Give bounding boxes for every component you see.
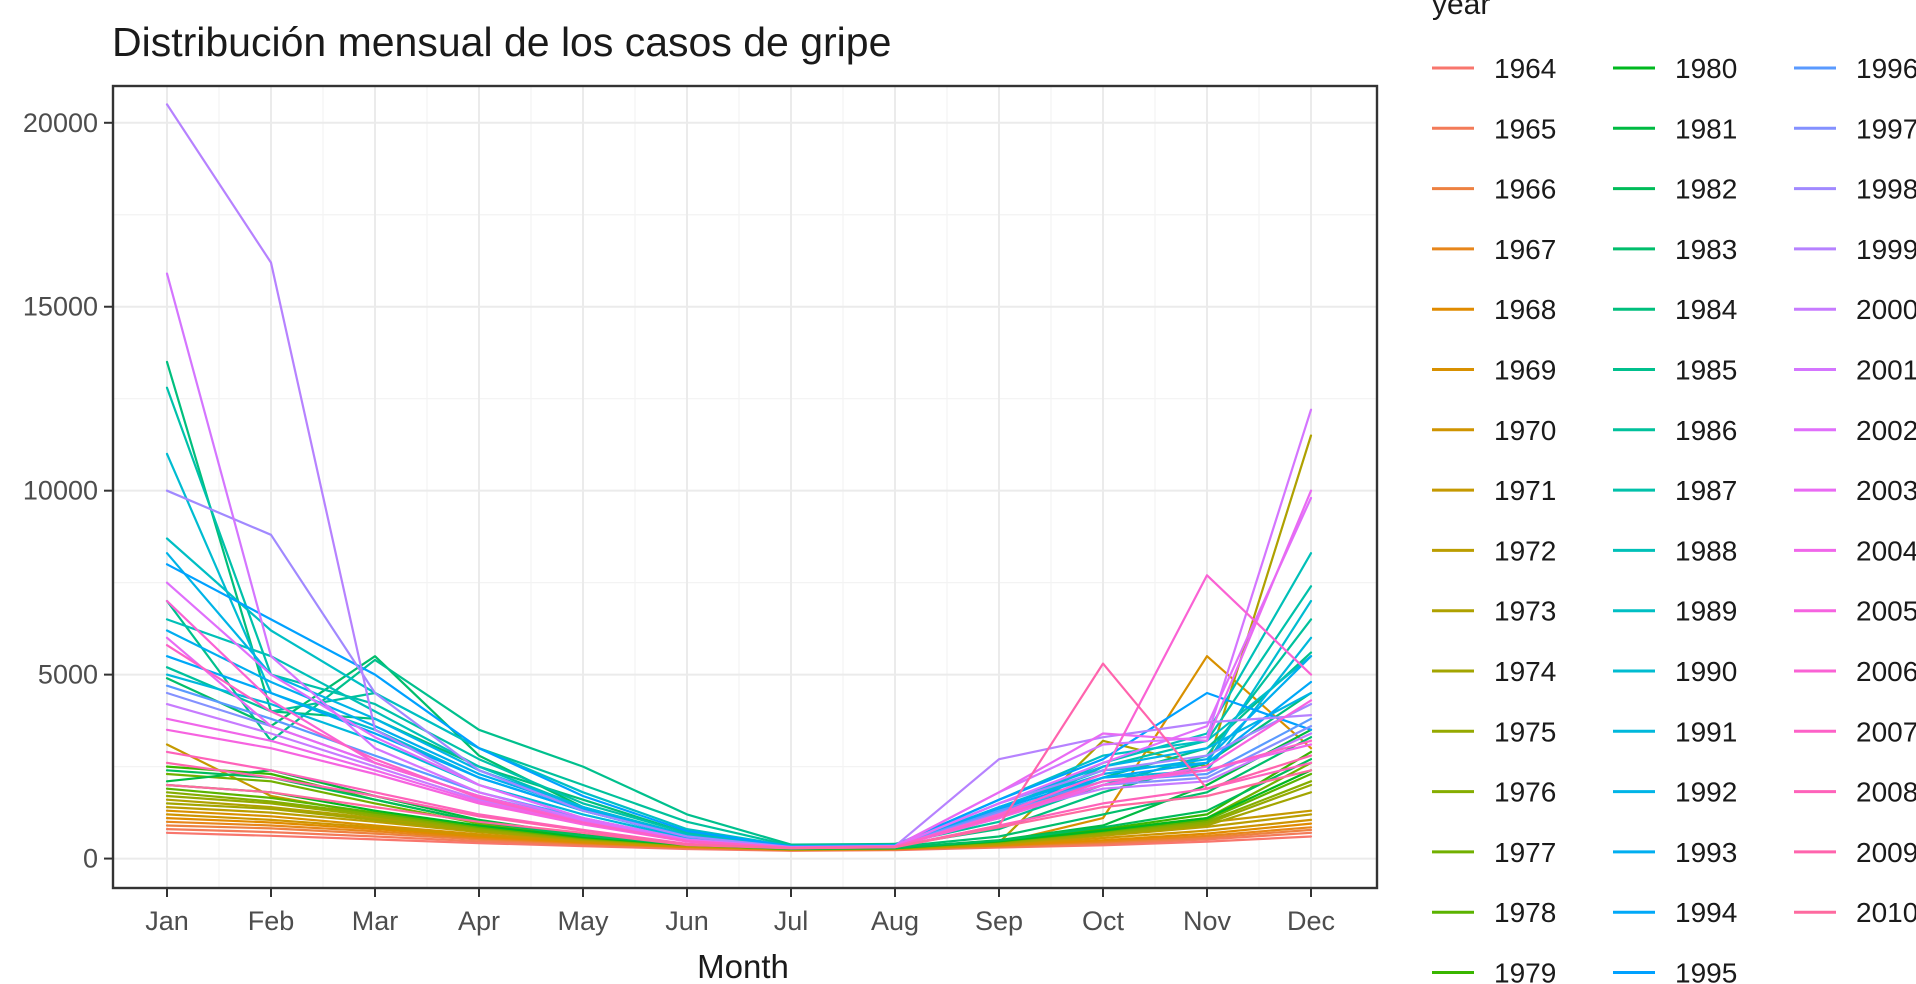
x-tick-label: Oct [1082,906,1125,936]
legend-label-2010: 2010 [1856,897,1916,928]
x-tick-label: Jun [665,906,709,936]
x-tick-label: Aug [871,906,919,936]
series-line-2007 [165,644,1313,849]
legend-label-1966: 1966 [1494,174,1556,205]
x-tick-label: Mar [352,906,399,936]
legend: 1964 1965 1966 1967 1968 1969 1970 1971 1972 1973… [1432,53,1916,984]
legend-label-2001: 2001 [1856,355,1916,386]
chart-title: Distribución mensual de los casos de gri… [112,19,891,65]
y-tick-label: 20000 [23,108,98,138]
legend-label-1998: 1998 [1856,174,1916,205]
x-tick-label: Jul [774,906,809,936]
legend-label-1967: 1967 [1494,234,1556,265]
legend-label-1974: 1974 [1494,656,1556,687]
legend-label-1971: 1971 [1494,475,1556,506]
legend-label-1991: 1991 [1675,716,1737,747]
x-tick-label: May [557,906,609,936]
y-tick-label: 15000 [23,292,98,322]
y-tick-labels: 0 5000 10000 15000 20000 [23,108,98,874]
legend-label-2003: 2003 [1856,475,1916,506]
x-axis-title: Month [697,948,789,984]
legend-label-2000: 2000 [1856,294,1916,325]
legend-label-1972: 1972 [1494,535,1556,566]
legend-label-2007: 2007 [1856,716,1916,747]
legend-label-1996: 1996 [1856,53,1916,84]
legend-label-1970: 1970 [1494,415,1556,446]
legend-label-1987: 1987 [1675,475,1737,506]
series-line-1998 [165,489,1313,849]
legend-label-1993: 1993 [1675,837,1737,868]
x-tick-label: Apr [458,906,500,936]
legend-label-1975: 1975 [1494,716,1556,747]
legend-label-2009: 2009 [1856,837,1916,868]
legend-label-1990: 1990 [1675,656,1737,687]
y-tick-label: 10000 [23,476,98,506]
y-tick-label: 0 [83,844,98,874]
legend-label-1988: 1988 [1675,535,1737,566]
legend-label-1969: 1969 [1494,355,1556,386]
legend-label-1978: 1978 [1494,897,1556,928]
legend-label-1976: 1976 [1494,777,1556,808]
x-tick-labels: Jan Feb Mar Apr May Jun Jul Aug Sep Oct Nov Dec [145,906,1335,936]
legend-label-2004: 2004 [1856,535,1916,566]
legend-label-1989: 1989 [1675,596,1737,627]
legend-label-1983: 1983 [1675,234,1737,265]
plot-panel [111,84,1379,890]
legend-label-1964: 1964 [1494,53,1556,84]
legend-label-1980: 1980 [1675,53,1737,84]
legend-label-1999: 1999 [1856,234,1916,265]
series-line-2010 [165,769,1313,850]
legend-label-2002: 2002 [1856,415,1916,446]
x-tick-label: Feb [248,906,295,936]
x-tick-label: Nov [1183,906,1232,936]
legend-title: year [1432,0,1490,21]
legend-label-1992: 1992 [1675,777,1737,808]
legend-label-1985: 1985 [1675,355,1737,386]
x-tick-label: Sep [975,906,1023,936]
legend-label-2006: 2006 [1856,656,1916,687]
legend-label-1968: 1968 [1494,294,1556,325]
grid-lines [104,86,1377,897]
legend-label-1997: 1997 [1856,113,1916,144]
legend-label-1977: 1977 [1494,837,1556,868]
legend-label-1994: 1994 [1675,897,1737,928]
legend-label-1986: 1986 [1675,415,1737,446]
legend-label-2005: 2005 [1856,596,1916,627]
legend-label-1979: 1979 [1494,958,1556,984]
y-tick-label: 5000 [38,660,98,690]
x-tick-label: Dec [1287,906,1335,936]
legend-label-1984: 1984 [1675,294,1737,325]
legend-label-1965: 1965 [1494,113,1556,144]
legend-label-1995: 1995 [1675,958,1737,984]
legend-label-1982: 1982 [1675,174,1737,205]
legend-label-1973: 1973 [1494,596,1556,627]
legend-label-1981: 1981 [1675,113,1737,144]
series-line-1985 [165,599,1313,846]
legend-label-2008: 2008 [1856,777,1916,808]
x-tick-label: Jan [145,906,189,936]
series-lines [165,103,1313,852]
